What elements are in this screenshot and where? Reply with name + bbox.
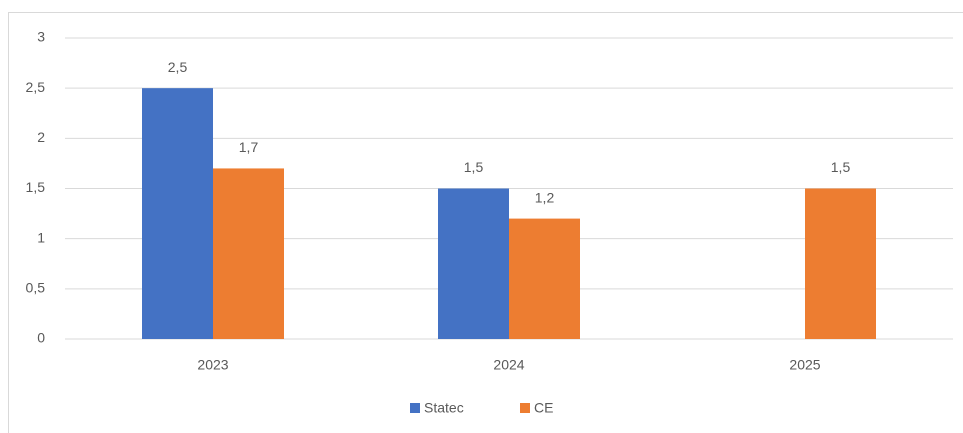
data-label: 1,7: [239, 139, 259, 155]
y-tick-label: 1,5: [26, 179, 46, 195]
legend-swatch: [520, 403, 530, 413]
bar: [805, 188, 876, 339]
y-tick-label: 0,5: [26, 280, 46, 296]
y-tick-label: 2,5: [26, 79, 46, 95]
x-tick-label: 2025: [789, 357, 820, 373]
y-tick-label: 2: [37, 129, 45, 145]
x-tick-label: 2024: [493, 357, 524, 373]
data-label: 1,5: [831, 159, 851, 175]
data-label: 1,5: [464, 159, 484, 175]
data-label: 2,5: [168, 59, 188, 75]
y-tick-label: 3: [37, 29, 45, 45]
bar: [438, 188, 509, 339]
data-label: 1,2: [535, 189, 555, 205]
legend-label: CE: [534, 400, 553, 416]
legend-swatch: [410, 403, 420, 413]
bar: [142, 88, 213, 340]
x-tick-label: 2023: [197, 357, 228, 373]
y-tick-label: 0: [37, 330, 45, 346]
chart-frame: [8, 12, 963, 433]
bar: [509, 218, 580, 339]
legend-label: Statec: [424, 400, 464, 416]
y-tick-label: 1: [37, 229, 45, 245]
bar: [213, 168, 284, 339]
